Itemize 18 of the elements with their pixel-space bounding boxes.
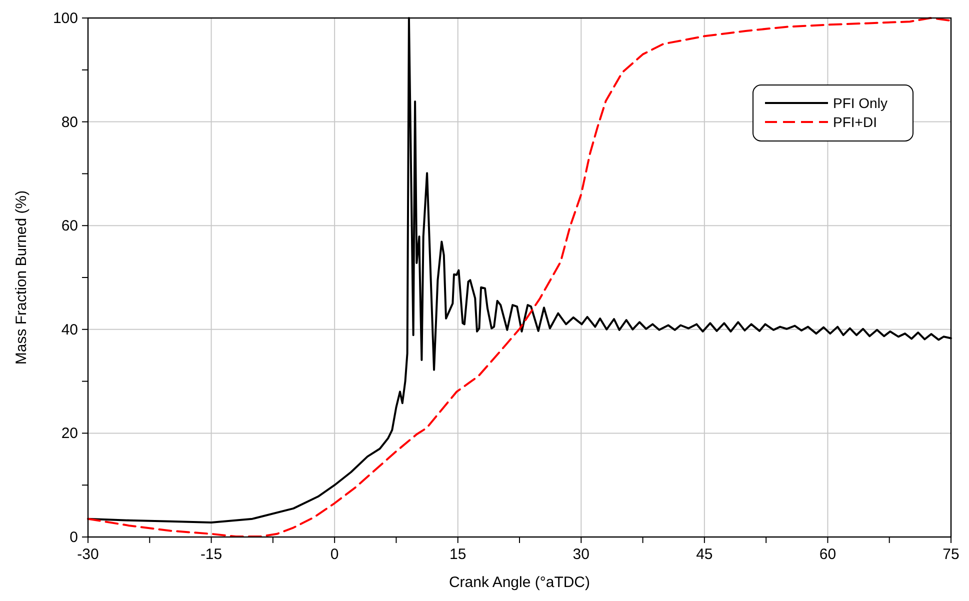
y-axis-title: Mass Fraction Burned (%) xyxy=(13,190,30,365)
y-tick-label: 80 xyxy=(61,114,78,131)
y-tick-label: 40 xyxy=(61,321,78,338)
y-tick-label: 60 xyxy=(61,218,78,235)
x-tick-label: 30 xyxy=(572,546,590,563)
x-tick-label: -30 xyxy=(77,546,99,563)
y-tick-label: 0 xyxy=(70,529,78,546)
legend-label: PFI+DI xyxy=(833,114,877,130)
y-tick-label: 100 xyxy=(52,10,78,27)
x-tick-label: 45 xyxy=(696,546,713,563)
x-tick-label: 75 xyxy=(942,546,960,563)
x-axis-title: Crank Angle (°aTDC) xyxy=(448,574,590,591)
x-tick-label: 0 xyxy=(330,546,339,563)
x-tick-label: 60 xyxy=(819,546,836,563)
x-tick-label: -15 xyxy=(200,546,222,563)
x-tick-label: 15 xyxy=(450,546,466,563)
legend-label: PFI Only xyxy=(833,95,888,111)
y-tick-label: 20 xyxy=(61,425,78,442)
